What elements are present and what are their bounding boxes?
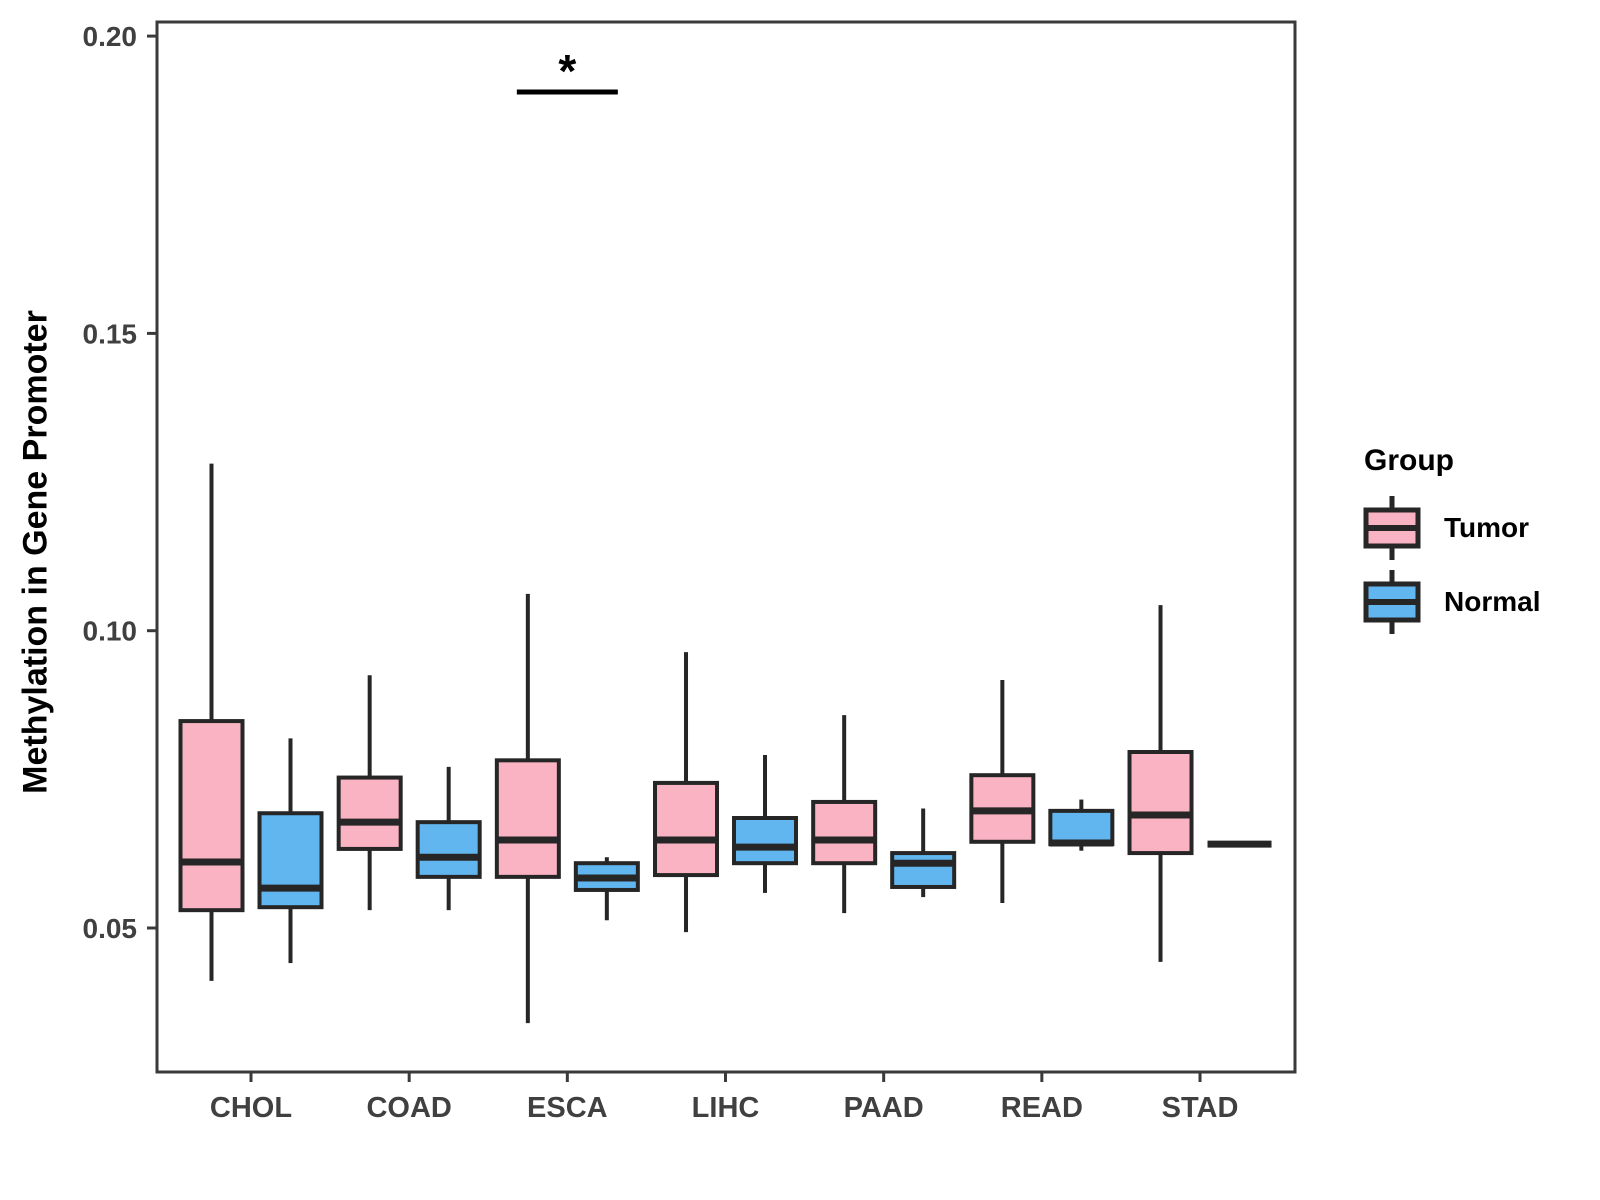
x-axis-tick-label: PAAD [844,1092,924,1124]
box-iqr [653,780,720,878]
box-iqr [178,719,245,913]
box-iqr [494,758,561,879]
box-iqr [1127,749,1194,856]
boxplot-ESCA-Tumor [494,593,561,1024]
x-axis-tick-label: ESCA [527,1092,608,1124]
y-axis-tick-label: 0.10 [83,616,138,647]
boxplot-PAAD-Normal [890,808,957,898]
boxplot-COAD-Tumor [336,675,403,911]
legend-glyph-tumor-boxplot-icon [1363,496,1421,560]
box-iqr [732,815,799,866]
legend-glyph-normal-boxplot-icon [1363,570,1421,634]
boxplot-COAD-Normal [415,766,482,911]
significance-asterisk: * [558,45,576,97]
y-axis-tick-label: 0.20 [83,21,138,52]
box-iqr [890,851,957,889]
boxplot-LIHC-Normal [732,754,799,893]
boxplot-PAAD-Tumor [811,715,878,914]
box-iqr [415,820,482,879]
legend: Group Tumor Normal [1362,444,1540,642]
box-iqr [811,799,878,866]
legend-title: Group [1364,444,1454,477]
boxplot-ESCA-Normal [573,857,640,921]
boxplot-STAD-Tumor [1127,605,1194,962]
boxplot-CHOL-Normal [257,738,324,964]
boxplot-READ-Normal [1048,799,1115,851]
box-iqr [257,811,324,910]
x-axis-tick-label: LIHC [692,1092,760,1124]
x-axis-tick-label: COAD [366,1092,451,1124]
legend-label-normal: Normal [1444,586,1541,617]
y-axis-tick-label: 0.05 [83,913,138,944]
legend-item-tumor: Tumor [1362,494,1540,562]
boxplot-CHOL-Tumor [178,463,245,981]
legend-item-normal: Normal [1362,568,1540,636]
panel-border [155,20,1297,1074]
box-iqr [1048,808,1115,847]
boxplot-LIHC-Tumor [653,652,720,933]
boxplot-READ-Tumor [969,680,1036,904]
x-axis-tick-label: CHOL [210,1092,292,1124]
y-axis-tick-label: 0.15 [83,318,138,349]
x-axis-tick-label: STAD [1162,1092,1239,1124]
x-axis-tick-label: READ [1001,1092,1083,1124]
legend-label-tumor: Tumor [1444,512,1530,543]
box-iqr [336,775,403,851]
